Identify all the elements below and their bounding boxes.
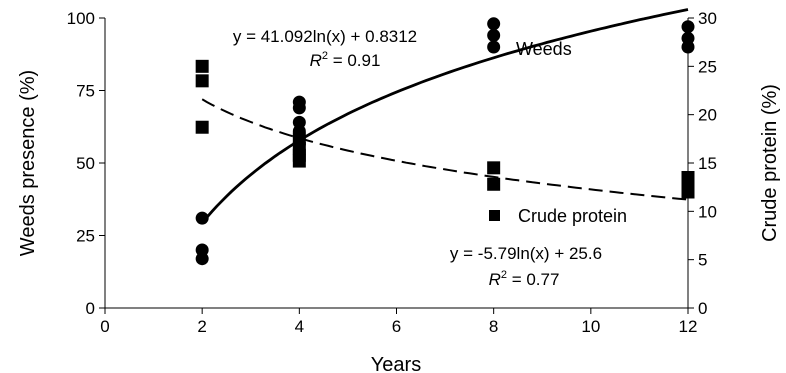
crude-protein-point xyxy=(195,120,209,134)
x-tick-label: 4 xyxy=(295,317,304,336)
x-tick-label: 8 xyxy=(489,317,498,336)
y-right-tick-label: 25 xyxy=(698,57,717,76)
y-left-tick-label: 0 xyxy=(86,299,95,318)
crude-protein-r2-symbol: R xyxy=(489,270,501,289)
weeds-r2-value: = 0.91 xyxy=(328,51,380,70)
y-axis-right-title: Crude protein (%) xyxy=(759,84,781,242)
x-tick-label: 6 xyxy=(392,317,401,336)
y-right-tick-label: 10 xyxy=(698,202,717,221)
x-tick-label: 2 xyxy=(197,317,206,336)
weeds-point xyxy=(195,211,209,225)
weeds-point xyxy=(487,28,501,42)
points xyxy=(195,17,695,266)
weeds-point xyxy=(195,252,209,266)
y-left-tick-label: 100 xyxy=(67,9,95,28)
trendlines xyxy=(201,8,689,224)
crude-protein-trendline xyxy=(201,98,689,201)
weeds-r2-superscript: 2 xyxy=(322,50,328,62)
weeds-series-label: Weeds xyxy=(516,39,572,59)
x-axis-title: Years xyxy=(371,354,421,373)
weeds-point xyxy=(292,101,306,115)
weeds-point xyxy=(681,20,695,34)
crude-protein-point xyxy=(487,177,501,191)
crude-protein-point xyxy=(195,59,209,73)
weeds-trendline xyxy=(201,8,689,224)
weeds-point xyxy=(487,17,501,31)
y-right-tick-label: 20 xyxy=(698,106,717,125)
crude-protein-point xyxy=(487,161,501,175)
crude-protein-trend-equation: y = -5.79ln(x) + 25.6 xyxy=(450,244,602,263)
y-right-tick-label: 30 xyxy=(698,9,717,28)
y-left-tick-label: 50 xyxy=(76,154,95,173)
weeds-trend-r2: R2 = 0.91 xyxy=(310,50,381,70)
y-right-tick-label: 15 xyxy=(698,154,717,173)
crude-protein-trend-r2: R2 = 0.77 xyxy=(489,269,560,289)
crude-protein-r2-value: = 0.77 xyxy=(507,270,559,289)
weeds-r2-symbol: R xyxy=(310,51,322,70)
weeds-trend-equation: y = 41.092ln(x) + 0.8312 xyxy=(233,27,417,46)
crude-protein-series-label: Crude protein xyxy=(518,206,627,226)
x-tick-label: 10 xyxy=(581,317,600,336)
weeds-point xyxy=(681,40,695,54)
axes xyxy=(104,18,689,309)
y-axis-left-title: Weeds presence (%) xyxy=(17,70,39,256)
weeds-point xyxy=(487,40,501,54)
x-tick-label: 0 xyxy=(100,317,109,336)
crude-protein-r2-superscript: 2 xyxy=(501,269,507,281)
y-right-tick-label: 5 xyxy=(698,251,707,270)
crude-protein-point xyxy=(195,74,209,88)
crude-protein-legend-marker xyxy=(489,210,500,221)
y-left-tick-label: 25 xyxy=(76,227,95,246)
y-left-tick-label: 75 xyxy=(76,82,95,101)
x-tick-label: 12 xyxy=(679,317,698,336)
crude-protein-point xyxy=(292,154,306,168)
crude-protein-point xyxy=(681,185,695,199)
y-right-tick-label: 0 xyxy=(698,299,707,318)
